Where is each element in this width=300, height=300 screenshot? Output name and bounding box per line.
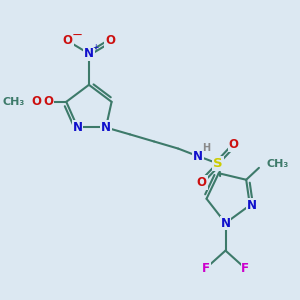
Text: N: N: [101, 121, 111, 134]
Text: F: F: [241, 262, 249, 275]
Text: N: N: [73, 121, 82, 134]
Text: O: O: [105, 34, 115, 47]
Text: CH₃: CH₃: [2, 97, 25, 107]
Text: H: H: [202, 143, 211, 153]
Text: O: O: [197, 176, 207, 189]
Text: −: −: [71, 29, 82, 42]
Text: O: O: [63, 34, 73, 47]
Text: N: N: [247, 199, 257, 212]
Text: F: F: [202, 262, 210, 275]
Text: N: N: [84, 47, 94, 60]
Text: S: S: [213, 157, 223, 170]
Text: O: O: [44, 95, 53, 108]
Text: N: N: [220, 217, 230, 230]
Text: O: O: [31, 95, 41, 108]
Text: +: +: [92, 43, 98, 52]
Text: CH₃: CH₃: [266, 159, 288, 169]
Text: O: O: [228, 138, 239, 152]
Text: N: N: [193, 150, 203, 163]
